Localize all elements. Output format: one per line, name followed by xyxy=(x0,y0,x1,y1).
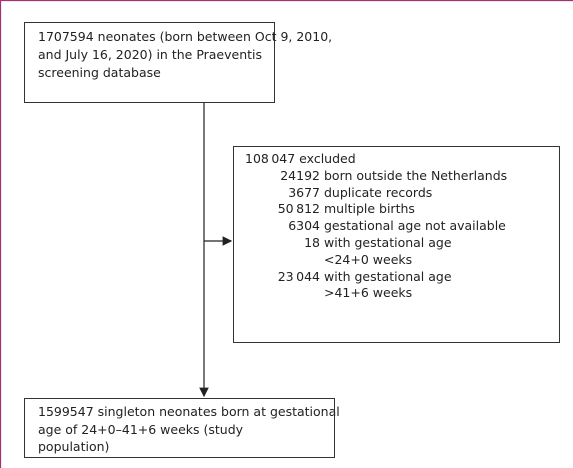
excluded-reason: with gestational age xyxy=(324,235,452,250)
bottom-box-line: age of 24+0–41+6 weeks (study xyxy=(38,421,244,437)
excluded-reason: gestational age not available xyxy=(324,218,506,234)
excluded-box xyxy=(233,146,560,343)
excluded-reason: born outside the Netherlands xyxy=(324,167,508,183)
excluded-count: 18 xyxy=(304,235,320,250)
excluded-reason: with gestational age xyxy=(324,268,452,284)
excluded-count: 24192 xyxy=(280,167,320,183)
top-box xyxy=(24,22,275,103)
bottom-box-line: 1599547 singleton neonates born at gesta… xyxy=(38,404,340,419)
top-box-line: screening database xyxy=(38,65,161,80)
excluded-count: 23 044 xyxy=(277,268,320,284)
excluded-reason: multiple births xyxy=(324,201,415,217)
excluded-reason: duplicate records xyxy=(324,184,433,200)
top-box-line: 1707594 neonates (born between Oct 9, 20… xyxy=(38,29,333,44)
excluded-reason: <24+0 weeks xyxy=(324,251,413,267)
top-box-line: and July 16, 2020) in the Praeventis xyxy=(38,47,263,62)
excluded-count: 3677 xyxy=(288,184,320,200)
excluded-count: 6304 xyxy=(288,218,320,234)
excluded-count: 50 812 xyxy=(277,201,320,217)
excluded-heading: 108 047 excluded xyxy=(245,151,356,166)
bottom-box xyxy=(24,398,335,458)
bottom-box-line: population) xyxy=(38,439,110,454)
excluded-reason: >41+6 weeks xyxy=(324,285,413,301)
